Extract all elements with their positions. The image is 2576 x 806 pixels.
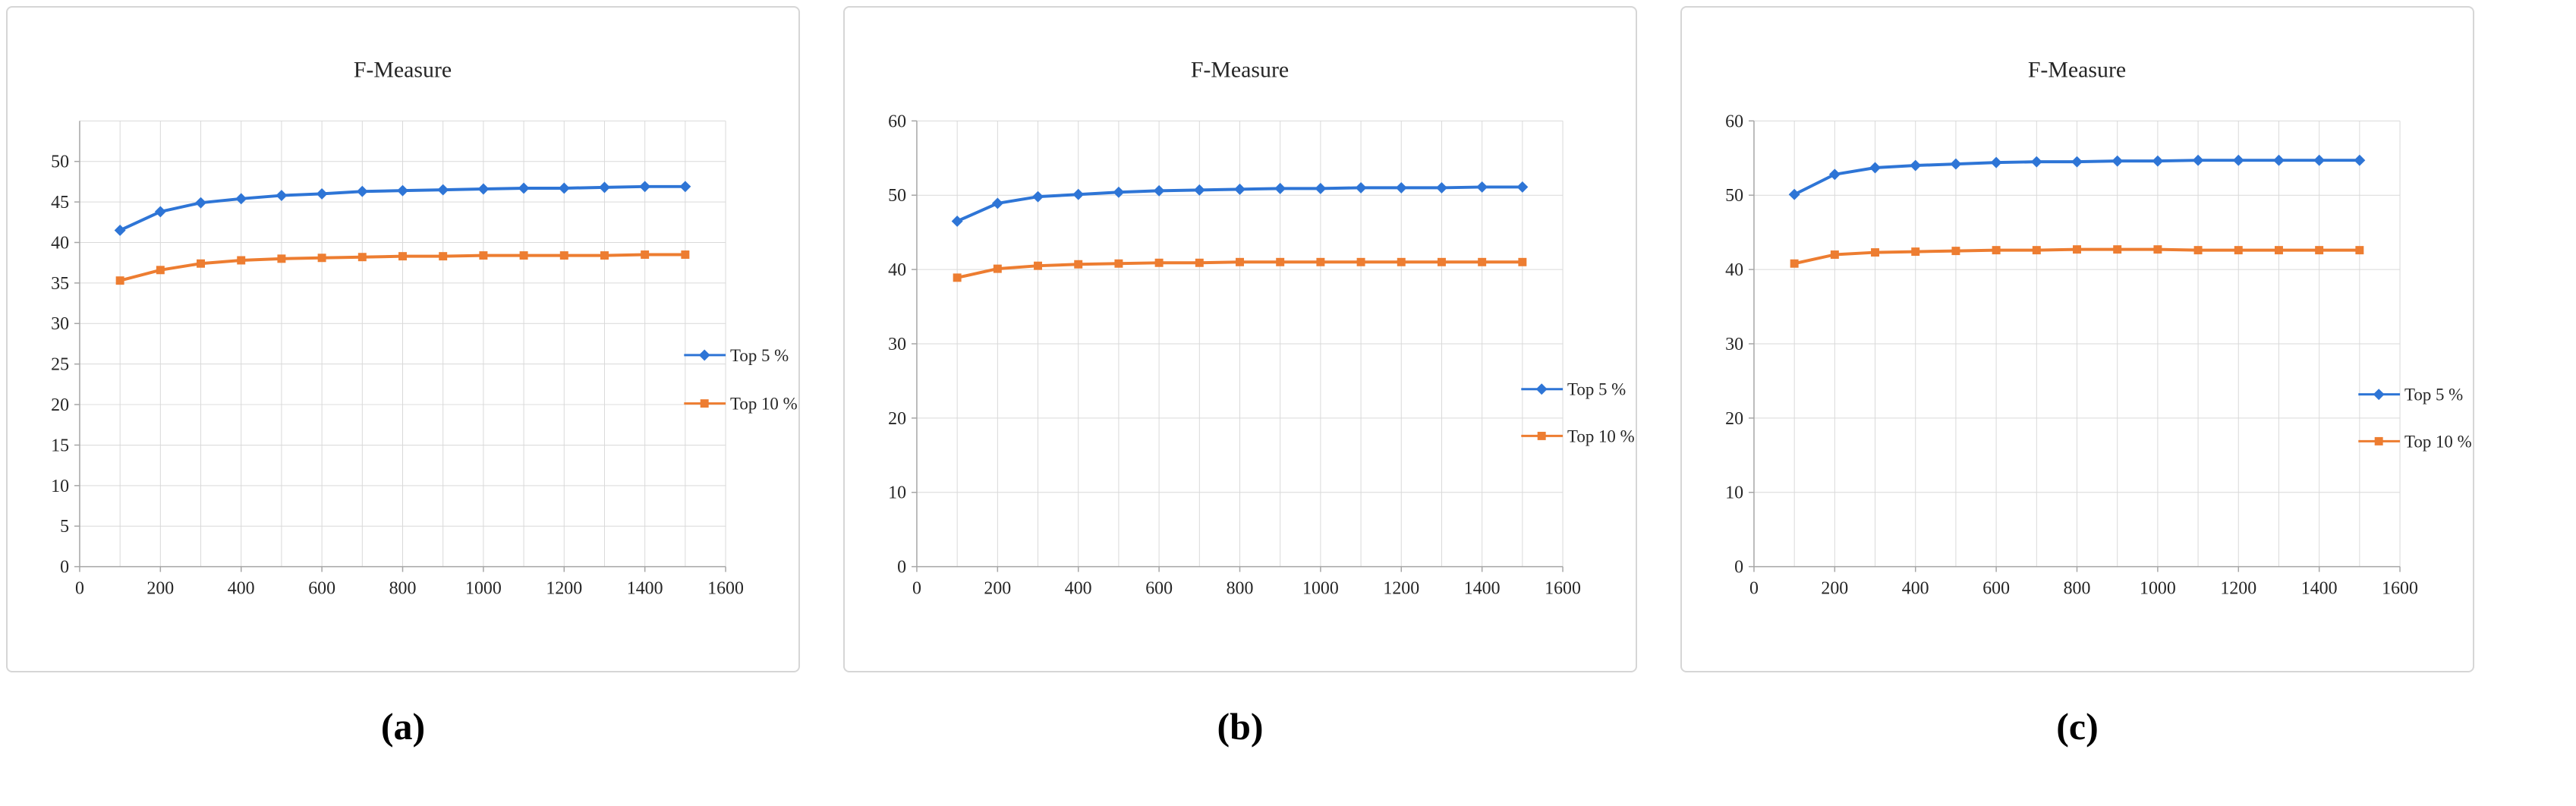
svg-text:200: 200 [984,578,1011,598]
svg-text:400: 400 [1902,578,1929,598]
svg-text:60: 60 [1725,112,1743,131]
svg-text:Top 5 %: Top 5 % [1567,380,1626,399]
svg-text:35: 35 [51,274,69,294]
chart-panel-b: 0 200 400 600 800 1000 1200 1400 1600 0 10 20 30 40 50… [843,6,1637,672]
svg-text:50: 50 [888,186,906,206]
svg-text:1200: 1200 [2220,578,2256,598]
chart-c: 0 200 400 600 800 1000 1200 1400 1600 0 10 20 30 40 50… [1725,58,2472,599]
svg-text:F-Measure: F-Measure [354,58,452,83]
svg-text:0: 0 [75,578,84,598]
svg-text:0: 0 [60,558,69,578]
svg-text:800: 800 [2064,578,2091,598]
svg-text:1600: 1600 [1545,578,1581,598]
svg-text:60: 60 [888,112,906,131]
svg-text:50: 50 [51,153,69,172]
svg-text:1400: 1400 [2301,578,2338,598]
svg-text:1400: 1400 [627,578,663,598]
svg-text:20: 20 [888,409,906,429]
svg-text:1000: 1000 [465,578,502,598]
svg-text:5: 5 [60,517,69,537]
chart-a: 0 200 400 600 800 1000 1200 1400 1600 0 5 10 15 20 25 3… [51,58,798,599]
svg-text:Top 5 %: Top 5 % [730,346,789,365]
svg-text:600: 600 [1145,578,1173,598]
svg-text:1200: 1200 [1383,578,1419,598]
svg-text:1000: 1000 [1302,578,1339,598]
svg-text:0: 0 [912,578,921,598]
chart-panel-a: 0 200 400 600 800 1000 1200 1400 1600 0 5 10 15 20 25 3… [6,6,800,672]
svg-text:30: 30 [888,335,906,354]
svg-text:15: 15 [51,436,69,455]
svg-text:1600: 1600 [707,578,744,598]
panels-row: 0 200 400 600 800 1000 1200 1400 1600 0 5 10 15 20 25 3… [6,6,2474,672]
svg-text:20: 20 [1725,409,1743,429]
svg-text:40: 40 [888,260,906,280]
svg-text:600: 600 [1982,578,2010,598]
svg-text:40: 40 [1725,260,1743,280]
svg-text:1600: 1600 [2382,578,2418,598]
caption-b: (b) [1217,705,1264,748]
svg-text:45: 45 [51,193,69,213]
svg-text:25: 25 [51,355,69,375]
svg-text:600: 600 [308,578,335,598]
svg-text:Top 10 %: Top 10 % [2404,432,2472,451]
svg-text:800: 800 [1227,578,1254,598]
svg-text:1200: 1200 [546,578,582,598]
svg-text:F-Measure: F-Measure [2028,58,2126,83]
svg-text:400: 400 [228,578,255,598]
svg-text:10: 10 [888,483,906,503]
svg-text:10: 10 [51,477,69,496]
svg-text:40: 40 [51,233,69,253]
chart-panel-c: 0 200 400 600 800 1000 1200 1400 1600 0 10 20 30 40 50… [1680,6,2474,672]
captions-row: (a) (b) (c) [0,704,2576,748]
svg-text:Top 5 %: Top 5 % [2404,386,2463,405]
svg-text:30: 30 [1725,335,1743,354]
chart-b: 0 200 400 600 800 1000 1200 1400 1600 0 10 20 30 40 50… [888,58,1635,599]
svg-text:200: 200 [146,578,174,598]
svg-text:Top 10 %: Top 10 % [730,395,798,414]
caption-a: (a) [380,705,426,748]
svg-text:20: 20 [51,395,69,415]
svg-text:1000: 1000 [2140,578,2176,598]
caption-c: (c) [2056,705,2099,748]
svg-text:F-Measure: F-Measure [1191,58,1289,83]
svg-text:400: 400 [1065,578,1092,598]
svg-text:0: 0 [897,558,906,578]
svg-text:1400: 1400 [1464,578,1501,598]
svg-text:50: 50 [1725,186,1743,206]
svg-text:Top 10 %: Top 10 % [1567,427,1635,446]
svg-text:0: 0 [1734,558,1743,578]
svg-text:10: 10 [1725,483,1743,503]
svg-text:30: 30 [51,314,69,334]
svg-text:0: 0 [1749,578,1759,598]
svg-text:800: 800 [389,578,417,598]
svg-text:200: 200 [1821,578,1848,598]
